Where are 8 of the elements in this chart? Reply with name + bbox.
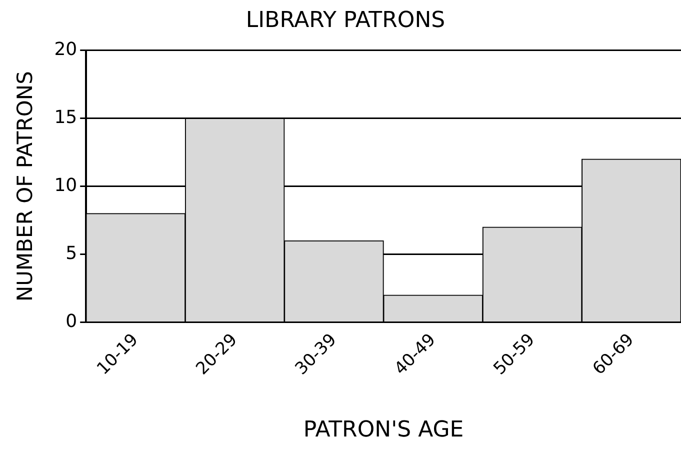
y-axis-title: NUMBER OF PATRONS bbox=[13, 71, 38, 302]
y-tick-label: 5 bbox=[66, 242, 78, 264]
y-tick-label: 20 bbox=[54, 39, 78, 60]
y-tick-label: 10 bbox=[54, 174, 78, 196]
y-tick-label: 0 bbox=[66, 310, 78, 332]
y-tick-label: 15 bbox=[54, 107, 78, 128]
x-axis-title: PATRON'S AGE bbox=[303, 418, 464, 443]
chart-title: LIBRARY PATRONS bbox=[246, 8, 446, 33]
